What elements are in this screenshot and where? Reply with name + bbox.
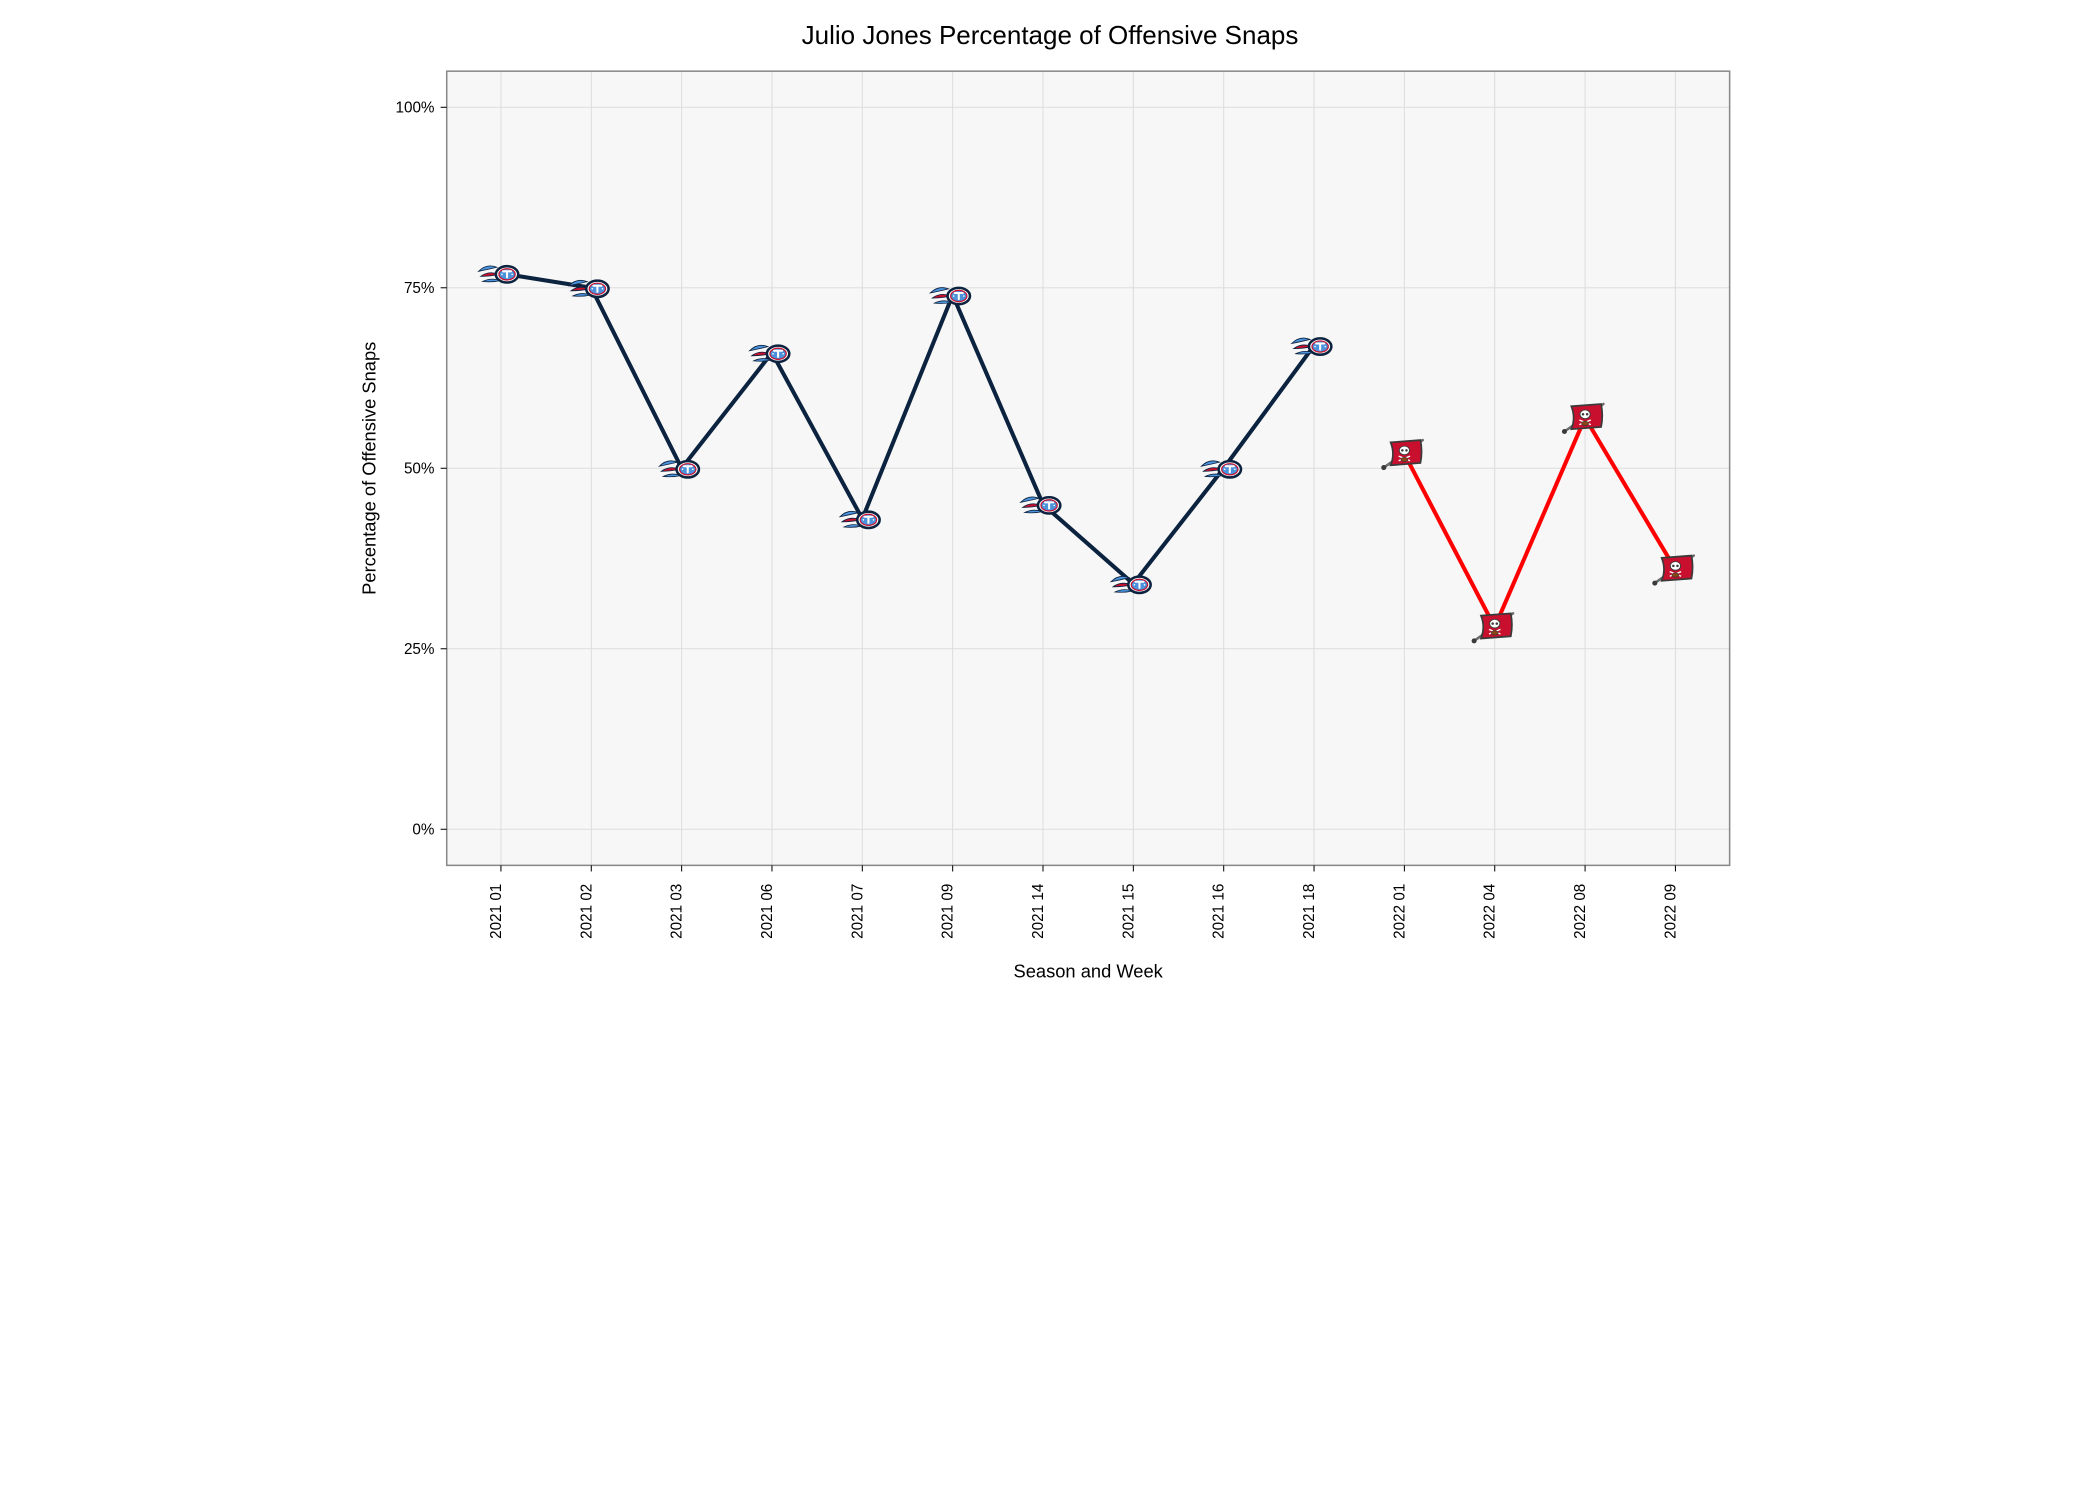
x-tick-label: 2022 04 <box>1482 883 1499 939</box>
x-tick-label: 2021 06 <box>759 884 776 939</box>
x-tick-label: 2021 03 <box>669 884 686 939</box>
x-tick-label: 2021 15 <box>1120 884 1137 939</box>
x-tick-label: 2022 09 <box>1662 884 1679 939</box>
x-tick-label: 2021 14 <box>1030 883 1047 939</box>
chart-svg: 0% 25% 50% 75% 100% 2021 01 2021 02 2021 03 2021… <box>350 61 1750 998</box>
x-tick-label: 2021 09 <box>940 884 957 939</box>
x-tick-label: 2022 08 <box>1572 884 1589 939</box>
x-tick-label: 2021 16 <box>1211 884 1228 939</box>
chart-container: Julio Jones Percentage of Offensive Snap… <box>350 20 1750 998</box>
x-axis-label: Season and Week <box>1014 960 1164 981</box>
y-tick-label: 50% <box>404 460 435 477</box>
y-axis-label: Percentage of Offensive Snaps <box>358 342 379 595</box>
x-tick-label: 2021 02 <box>578 884 595 939</box>
chart-title: Julio Jones Percentage of Offensive Snap… <box>350 20 1750 51</box>
y-tick-label: 25% <box>404 641 435 658</box>
x-tick-label: 2021 18 <box>1301 884 1318 939</box>
plot-wrapper: 0% 25% 50% 75% 100% 2021 01 2021 02 2021 03 2021… <box>350 61 1750 998</box>
y-tick-label: 75% <box>404 280 435 297</box>
x-tick-label: 2021 07 <box>849 884 866 939</box>
y-tick-label: 0% <box>412 821 434 838</box>
x-tick-label: 2022 01 <box>1391 884 1408 939</box>
x-tick-label: 2021 01 <box>488 884 505 939</box>
y-tick-label: 100% <box>395 99 434 116</box>
